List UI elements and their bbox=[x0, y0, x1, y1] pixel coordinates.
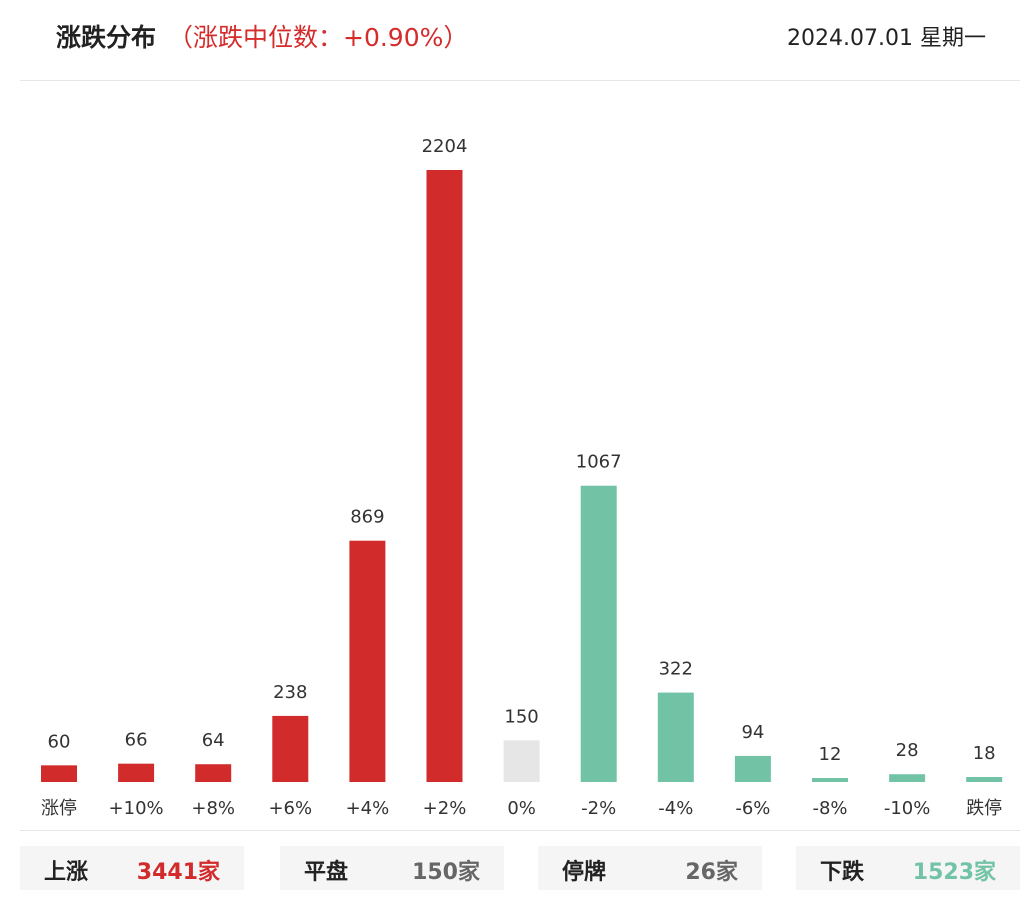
summary-down-value: 1523家 bbox=[912, 860, 996, 885]
value-label-0: 60 bbox=[48, 731, 71, 752]
summary-up: 上涨 3441家 bbox=[20, 846, 244, 890]
category-label-10: -8% bbox=[812, 798, 847, 819]
value-label-3: 238 bbox=[273, 682, 307, 703]
value-label-5: 2204 bbox=[422, 136, 468, 157]
summary-flat-label: 平盘 bbox=[304, 860, 349, 885]
date-label: 2024.07.01 星期一 bbox=[787, 26, 986, 51]
category-label-12: 跌停 bbox=[966, 798, 1002, 819]
summary-halt-value: 26家 bbox=[685, 860, 738, 885]
bar-0 bbox=[41, 765, 77, 782]
value-label-7: 1067 bbox=[576, 452, 622, 473]
value-label-1: 66 bbox=[125, 730, 148, 751]
value-label-12: 18 bbox=[973, 743, 996, 764]
category-label-1: +10% bbox=[109, 798, 164, 819]
summary-flat-value: 150家 bbox=[412, 860, 480, 885]
category-label-7: -2% bbox=[581, 798, 616, 819]
bar-3 bbox=[272, 715, 309, 782]
value-label-8: 322 bbox=[659, 659, 693, 680]
summary-down-label: 下跌 bbox=[820, 860, 865, 885]
summary-flat: 平盘 150家 bbox=[280, 846, 504, 890]
category-label-5: +2% bbox=[423, 798, 467, 819]
summary-up-value: 3441家 bbox=[136, 860, 220, 885]
category-label-0: 涨停 bbox=[41, 798, 77, 819]
bar-2 bbox=[195, 764, 232, 782]
bar-11 bbox=[889, 774, 926, 782]
value-label-2: 64 bbox=[202, 730, 225, 751]
category-label-11: -10% bbox=[884, 798, 931, 819]
value-label-11: 28 bbox=[896, 740, 919, 761]
header-divider bbox=[20, 80, 1020, 81]
bar-5 bbox=[426, 170, 463, 782]
summary-halt-label: 停牌 bbox=[562, 860, 607, 885]
summary-up-label: 上涨 bbox=[44, 860, 89, 885]
bar-7 bbox=[580, 485, 617, 782]
value-label-10: 12 bbox=[819, 744, 842, 765]
footer-divider bbox=[20, 830, 1020, 831]
category-label-9: -6% bbox=[735, 798, 770, 819]
bar-1 bbox=[118, 763, 155, 782]
bar-10 bbox=[812, 778, 848, 782]
category-label-8: -4% bbox=[658, 798, 693, 819]
value-label-9: 94 bbox=[741, 722, 764, 743]
bar-6 bbox=[503, 740, 540, 782]
value-label-4: 869 bbox=[350, 507, 384, 528]
category-label-3: +6% bbox=[268, 798, 312, 819]
summary-down: 下跌 1523家 bbox=[796, 846, 1020, 890]
bar-9 bbox=[734, 755, 771, 782]
bar-12 bbox=[966, 777, 1003, 782]
median-subtitle: （涨跌中位数：+0.90%） bbox=[168, 23, 469, 52]
distribution-chart: 60 涨停 66 +10% 64 +8% 238 +6% 869 +4% 2204 +2% 150 0% 1… bbox=[41, 136, 1003, 819]
summary-halt: 停牌 26家 bbox=[538, 846, 762, 890]
value-label-6: 150 bbox=[504, 706, 538, 727]
page-title: 涨跌分布 bbox=[56, 23, 157, 52]
category-label-4: +4% bbox=[346, 798, 390, 819]
category-label-6: 0% bbox=[507, 798, 536, 819]
bar-8 bbox=[657, 692, 694, 782]
header: 涨跌分布 （涨跌中位数：+0.90%） 2024.07.01 星期一 bbox=[0, 0, 1024, 80]
category-label-2: +8% bbox=[191, 798, 235, 819]
bar-4 bbox=[349, 540, 386, 782]
